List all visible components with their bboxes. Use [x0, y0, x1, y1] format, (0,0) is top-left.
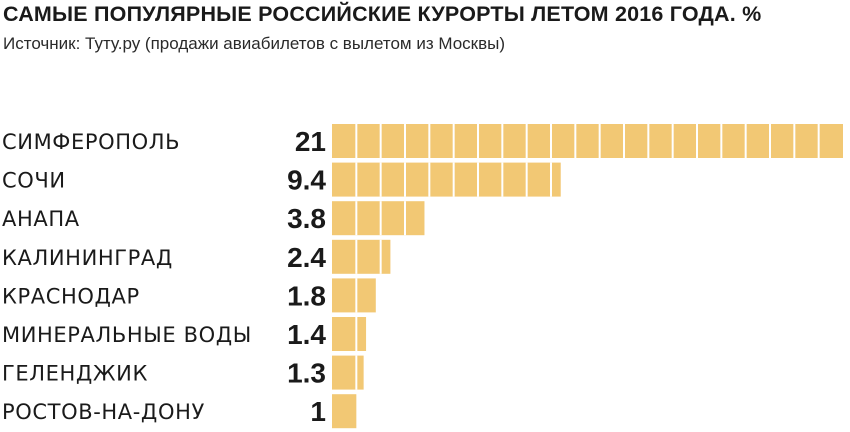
value-label: 9.4 [287, 165, 326, 196]
bar-segment-divider [379, 162, 382, 197]
bar-segment-divider [817, 124, 820, 158]
bar-segment-divider [379, 239, 382, 274]
bar [332, 201, 425, 236]
value-label: 3.8 [287, 203, 326, 234]
bar-segment-divider [477, 124, 479, 158]
category-label: КРАСНОДАР [2, 284, 140, 308]
bar-row: АНАПА 3.8 [2, 201, 425, 236]
value-label: 1.3 [287, 358, 326, 389]
bar-row: СОЧИ 9.4 [2, 162, 561, 197]
chart-subtitle: Источник: Туту.ру (продажи авиабилетов с… [3, 34, 505, 53]
category-label: КАЛИНИНГРАД [2, 246, 173, 270]
bar-segment-divider [452, 124, 455, 158]
bar-segment-divider [720, 124, 723, 158]
category-label: СОЧИ [2, 169, 66, 193]
bar-segment-divider [550, 124, 552, 158]
bar [332, 355, 364, 390]
bar-segment-divider [404, 201, 406, 236]
bar-segment-divider [769, 124, 771, 158]
bar-segment-divider [355, 124, 358, 158]
bar-segment-divider [574, 124, 577, 158]
bar-row: КРАСНОДАР 1.8 [2, 278, 376, 313]
bar-segment-divider [428, 162, 431, 197]
bar-segment-divider [379, 124, 382, 158]
bar [332, 278, 376, 313]
bar-segment-divider [452, 162, 455, 197]
bar-row: РОСТОВ-НА-ДОНУ 1 [2, 394, 357, 429]
bar-segment-divider [404, 124, 406, 158]
value-label: 21 [295, 126, 326, 157]
bar-segment-divider [525, 124, 528, 158]
bar-row: ГЕЛЕНДЖИК 1.3 [2, 355, 364, 390]
bar-segment-divider [355, 278, 358, 313]
bar-row: КАЛИНИНГРАД 2.4 [2, 239, 391, 274]
bar-segment-divider [428, 124, 431, 158]
category-label: АНАПА [2, 207, 80, 231]
bar-segment-divider [404, 162, 406, 197]
bar-segment-divider [355, 201, 358, 236]
value-label: 1 [310, 396, 326, 427]
bar-segment-divider [501, 162, 504, 197]
bar-segment-divider [355, 239, 358, 274]
bar-segment-divider [598, 124, 601, 158]
bar-segment-divider [355, 162, 358, 197]
bar [332, 394, 357, 429]
bar-segment-divider [355, 317, 358, 351]
bar-segment-divider [477, 162, 479, 197]
value-label: 2.4 [287, 242, 326, 273]
bar-segment-divider [696, 124, 698, 158]
bar-segment-divider [550, 162, 552, 197]
bar [332, 162, 561, 197]
category-label: СИМФЕРОПОЛЬ [2, 130, 180, 154]
chart-title: САМЫЕ ПОПУЛЯРНЫЕ РОССИЙСКИЕ КУРОРТЫ ЛЕТО… [3, 2, 762, 26]
bar-segment-divider [671, 124, 674, 158]
value-label: 1.8 [287, 280, 326, 311]
category-label: РОСТОВ-НА-ДОНУ [2, 400, 205, 424]
bar-segment-divider [744, 124, 747, 158]
bar-segment-divider [379, 201, 382, 236]
bar-row: СИМФЕРОПОЛЬ 21 [2, 124, 843, 158]
bar-segment-divider [647, 124, 650, 158]
category-label: МИНЕРАЛЬНЫЕ ВОДЫ [2, 323, 252, 347]
chart-rows: СИМФЕРОПОЛЬ 21 СОЧИ 9.4 АНАПА 3.8 КАЛИНИНГРАД 2… [2, 124, 843, 429]
bar-segment-divider [501, 124, 504, 158]
bar-segment-divider [793, 124, 796, 158]
value-label: 1.4 [287, 319, 326, 350]
bar-segment-divider [525, 162, 528, 197]
bar-row: МИНЕРАЛЬНЫЕ ВОДЫ 1.4 [2, 317, 367, 351]
bar-segment-divider [623, 124, 625, 158]
bar [332, 124, 843, 158]
bar-segment-divider [355, 355, 358, 390]
bar [332, 317, 367, 351]
category-label: ГЕЛЕНДЖИК [2, 362, 148, 386]
